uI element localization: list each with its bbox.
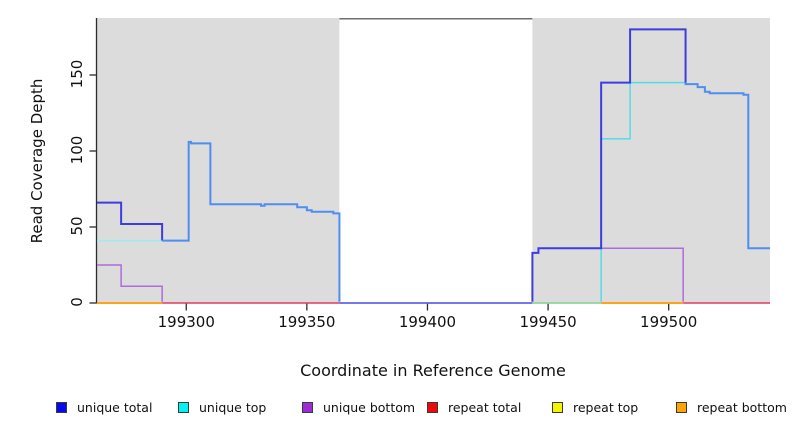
unique-total-line-light: [684, 82, 770, 250]
unique-total-line-light: [162, 140, 341, 302]
x-tick-label: 199300: [157, 313, 215, 331]
legend-item-unique-bottom: unique bottom: [302, 399, 415, 415]
legend-item-repeat-total: repeat total: [427, 399, 521, 415]
legend-swatch: [302, 401, 313, 413]
y-tick-label: 100: [68, 135, 86, 165]
legend-label: repeat total: [448, 399, 522, 415]
legend-item-repeat-top: repeat top: [552, 399, 638, 415]
legend-label: unique top: [199, 399, 267, 415]
gap-region: [339, 18, 533, 303]
legend-item-unique-total: unique total: [56, 399, 152, 415]
unique-total-line-dark: [97, 201, 164, 241]
legend-label: unique total: [77, 399, 153, 415]
unique-bottom-line: [97, 264, 163, 302]
legend-label: unique bottom: [323, 399, 416, 415]
x-axis-title: Coordinate in Reference Genome: [300, 361, 566, 380]
shaded-region-right: [532, 18, 770, 303]
legend-label: repeat top: [573, 399, 639, 415]
legend-swatch: [427, 401, 438, 413]
legend-swatch: [552, 401, 563, 413]
y-tick-label: 50: [68, 216, 86, 236]
x-tick-label: 199350: [278, 313, 336, 331]
y-tick-label: 150: [68, 59, 86, 89]
legend-swatch: [178, 401, 189, 413]
y-axis-title: Read Coverage Depth: [28, 78, 46, 244]
x-tick-label: 199450: [519, 313, 577, 331]
legend-swatch: [676, 401, 687, 413]
x-tick-label: 199500: [640, 313, 698, 331]
legend-label: repeat bottom: [697, 399, 787, 415]
x-tick-label: 199400: [398, 313, 457, 331]
unique-total-line-dark: [531, 28, 687, 302]
legend-swatch: [56, 401, 67, 413]
y-tick-label: 0: [68, 297, 86, 307]
shaded-region-left: [97, 18, 340, 303]
legend-item-repeat-bottom: repeat bottom: [676, 399, 787, 415]
legend-item-unique-top: unique top: [178, 399, 266, 415]
